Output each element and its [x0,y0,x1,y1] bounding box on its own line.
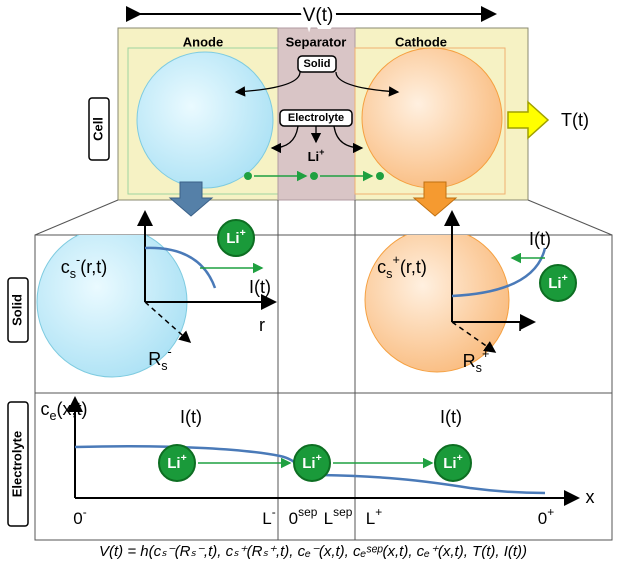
current-label: I(t) [529,229,551,249]
text-part: c [377,257,386,277]
text-part: L [262,509,271,528]
text-part: 0 [289,509,298,528]
text-part: s [161,359,167,373]
axis-label: x [586,487,595,507]
ion-dot [244,172,252,180]
text-part: c [61,257,70,277]
text-part: Li [548,275,561,292]
text-part: sep [298,505,318,519]
text-part: + [392,253,399,267]
anode-particle [137,52,273,188]
position-label: 0sep [289,505,318,528]
text-part: L [324,509,333,528]
text-part: Li [308,149,320,164]
region-label: Separator [286,34,347,49]
text-part: R [148,349,161,369]
position-label: 0- [73,505,86,528]
equation: V(t) = h(cₛ⁻(Rₛ⁻,t), cₛ⁺(Rₛ⁺,t), cₑ⁻(x,t… [99,543,527,560]
text-part: + [181,452,187,464]
current-label: I(t) [249,277,271,297]
text-part: - [272,505,276,519]
text-part: + [240,227,246,239]
side-label: Electrolyte [9,431,24,497]
text-part: + [375,505,382,519]
text-part: Li [443,455,456,472]
ion-dot [310,172,318,180]
text-part: + [316,452,322,464]
text-part: c [40,399,49,419]
text-part: - [83,505,87,519]
side-label: Solid [9,294,24,326]
cathode-particle [362,48,502,188]
current-label: I(t) [180,407,202,427]
text-part: + [547,505,554,519]
zoom-line [35,200,118,235]
text-part: Li [302,455,315,472]
position-label: 0+ [538,505,554,528]
diagram: V(t)V(t)AnodeSeparatorCathodeSolidElectr… [0,0,626,569]
position-label: L+ [366,505,382,528]
axis-label: r [259,315,265,335]
electrolyte-box-label: Electrolyte [288,112,344,124]
text-part: Li [226,230,239,247]
text-part: - [168,345,172,359]
ion-dot [376,172,384,180]
side-label: Cell [90,117,105,141]
text-part: e [49,409,56,423]
region-label: Cathode [395,34,447,49]
text-part: (x,t) [57,399,88,419]
text-part: L [366,509,375,528]
text-part: (r,t) [400,257,427,277]
axis-label: r [518,315,524,335]
text-part: 0 [73,509,82,528]
solid-box-label: Solid [304,58,331,70]
text-part: s [476,361,482,375]
text-part: 0 [538,509,547,528]
text-part: R [463,351,476,371]
temperature-label: T(t) [561,110,589,130]
text-part: s [70,267,76,281]
text-part: s [386,267,392,281]
position-label: Lsep [324,505,353,528]
concentration-label: ce(x,t) [40,399,87,424]
text-part: + [319,147,324,157]
text-part: Li [167,455,180,472]
region-label: Anode [183,34,223,49]
text-part: + [482,347,489,361]
voltage-label: V(t) [303,5,334,26]
position-label: L- [262,505,275,528]
text-part: + [457,452,463,464]
text-part: + [562,272,568,284]
text-part: (r,t) [80,257,107,277]
radius-label: Rs- [148,345,172,373]
current-label: I(t) [440,407,462,427]
text-part: sep [333,505,353,519]
